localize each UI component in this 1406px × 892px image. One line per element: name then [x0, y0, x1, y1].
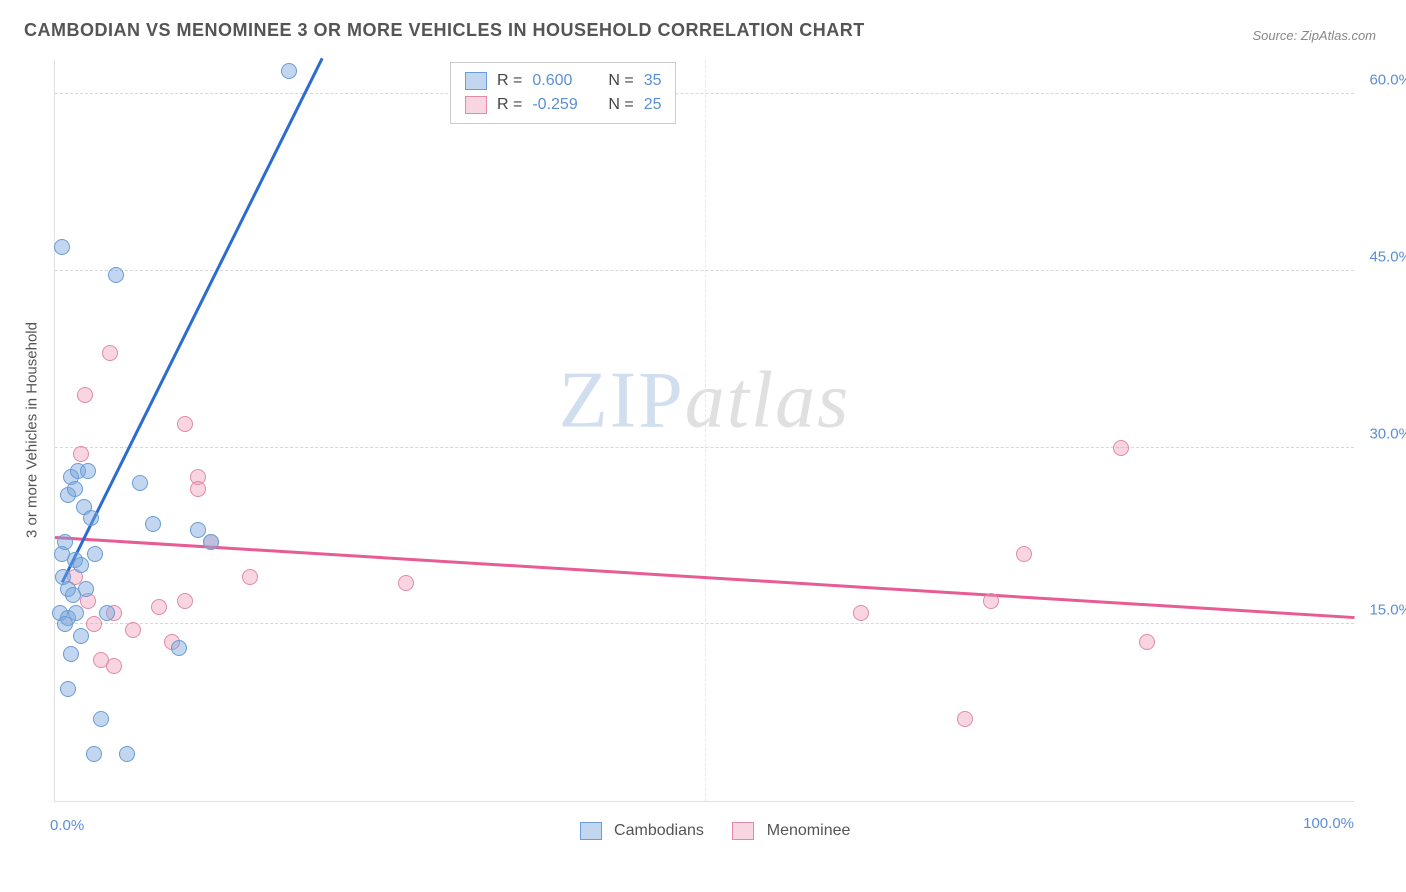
x-max-label: 100.0% [1303, 815, 1354, 832]
data-point-menominee [86, 616, 102, 632]
data-point-cambodians [57, 534, 73, 550]
data-point-menominee [151, 599, 167, 615]
data-point-cambodians [281, 63, 297, 79]
data-point-cambodians [73, 628, 89, 644]
watermark-part1: ZIP [559, 356, 685, 444]
data-point-menominee [102, 345, 118, 361]
data-point-cambodians [73, 557, 89, 573]
data-point-cambodians [145, 516, 161, 532]
data-point-cambodians [57, 616, 73, 632]
watermark-part2: atlas [685, 356, 851, 444]
data-point-cambodians [67, 481, 83, 497]
legend-swatch-menominee [465, 96, 487, 114]
trend-line [60, 57, 322, 582]
data-point-cambodians [87, 546, 103, 562]
legend-label-menominee: Menominee [767, 822, 851, 839]
data-point-menominee [1016, 546, 1032, 562]
r-value-menominee: -0.259 [532, 93, 590, 117]
n-value-menominee: 25 [644, 93, 662, 117]
legend-stats: R = 0.600 N = 35 R = -0.259 N = 25 [450, 62, 676, 124]
data-point-menominee [1113, 440, 1129, 456]
data-point-menominee [177, 593, 193, 609]
data-point-menominee [957, 711, 973, 727]
legend-swatch-cambodians [580, 822, 602, 840]
r-label: R = [497, 69, 522, 93]
x-origin-label: 0.0% [50, 817, 84, 834]
data-point-menominee [77, 387, 93, 403]
y-tick-label: 45.0% [1369, 249, 1406, 266]
data-point-menominee [73, 446, 89, 462]
y-tick-label: 60.0% [1369, 72, 1406, 89]
data-point-menominee [983, 593, 999, 609]
gridline-v [705, 60, 706, 801]
data-point-cambodians [190, 522, 206, 538]
data-point-menominee [125, 622, 141, 638]
r-value-cambodians: 0.600 [532, 69, 590, 93]
data-point-cambodians [171, 640, 187, 656]
legend-series: Cambodians Menominee [0, 822, 1406, 840]
n-label: N = [608, 69, 633, 93]
data-point-menominee [177, 416, 193, 432]
data-point-cambodians [86, 746, 102, 762]
data-point-cambodians [132, 475, 148, 491]
n-value-cambodians: 35 [644, 69, 662, 93]
data-point-cambodians [60, 681, 76, 697]
data-point-menominee [1139, 634, 1155, 650]
legend-swatch-cambodians [465, 72, 487, 90]
y-axis-label: 3 or more Vehicles in Household [24, 322, 41, 538]
n-label: N = [608, 93, 633, 117]
data-point-cambodians [99, 605, 115, 621]
data-point-cambodians [203, 534, 219, 550]
data-point-cambodians [55, 569, 71, 585]
data-point-cambodians [108, 267, 124, 283]
data-point-menominee [242, 569, 258, 585]
data-point-cambodians [63, 646, 79, 662]
legend-stats-row-cambodians: R = 0.600 N = 35 [465, 69, 661, 93]
legend-stats-row-menominee: R = -0.259 N = 25 [465, 93, 661, 117]
r-label: R = [497, 93, 522, 117]
chart-plot-area: ZIPatlas 15.0%30.0%45.0%60.0% [54, 60, 1354, 802]
data-point-cambodians [119, 746, 135, 762]
data-point-menominee [106, 658, 122, 674]
chart-title: CAMBODIAN VS MENOMINEE 3 OR MORE VEHICLE… [24, 20, 865, 41]
data-point-menominee [853, 605, 869, 621]
data-point-cambodians [54, 239, 70, 255]
data-point-cambodians [93, 711, 109, 727]
data-point-cambodians [78, 581, 94, 597]
data-point-cambodians [80, 463, 96, 479]
data-point-cambodians [83, 510, 99, 526]
data-point-menominee [190, 481, 206, 497]
source-label: Source: ZipAtlas.com [1252, 28, 1376, 43]
data-point-menominee [398, 575, 414, 591]
y-tick-label: 15.0% [1369, 602, 1406, 619]
legend-label-cambodians: Cambodians [614, 822, 704, 839]
y-tick-label: 30.0% [1369, 425, 1406, 442]
legend-swatch-menominee [732, 822, 754, 840]
